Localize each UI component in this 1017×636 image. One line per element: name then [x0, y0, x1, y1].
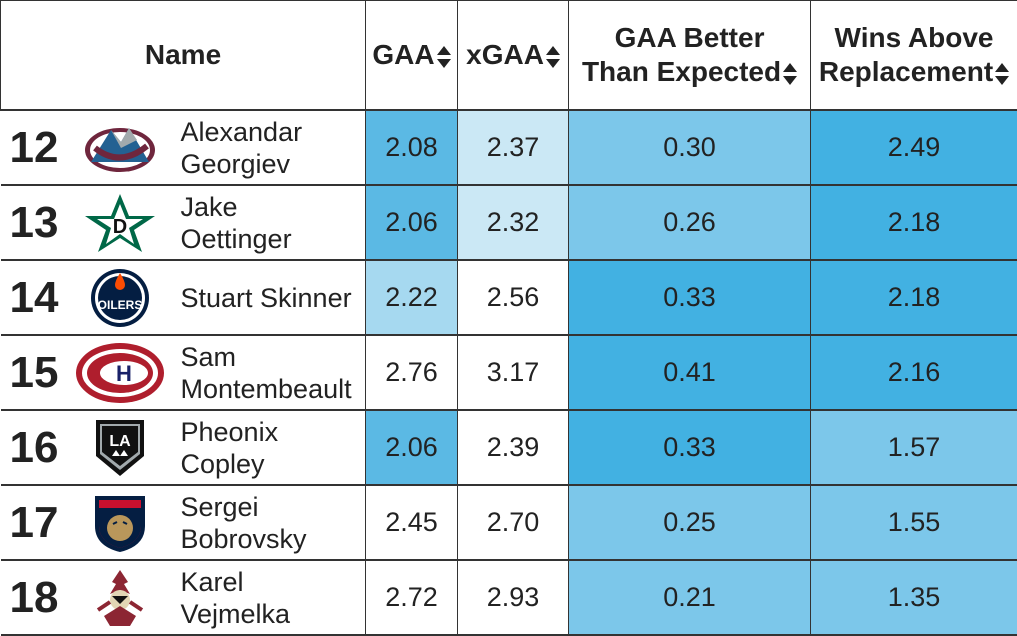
sort-icon[interactable]	[546, 46, 560, 68]
wins-above-replacement-cell: 2.18	[811, 185, 1017, 260]
dallas-stars-logo-icon: D	[70, 192, 170, 254]
sort-icon[interactable]	[995, 63, 1009, 85]
player-last-name: Copley	[181, 448, 366, 480]
team-logo-cell	[70, 560, 170, 635]
wins-above-replacement-cell: 2.18	[811, 260, 1017, 335]
xgaa-cell: 2.70	[458, 485, 569, 560]
column-header-war-line1: Wins Above	[835, 22, 994, 53]
gaa-better-than-expected-cell: 0.25	[569, 485, 811, 560]
rank-cell: 13	[1, 185, 70, 260]
team-logo-cell: D	[70, 185, 170, 260]
rank-cell: 18	[1, 560, 70, 635]
svg-text:H: H	[116, 361, 132, 386]
player-last-name: Montembeault	[181, 373, 366, 405]
gaa-better-than-expected-cell: 0.33	[569, 410, 811, 485]
wins-above-replacement-cell: 2.16	[811, 335, 1017, 410]
gaa-better-than-expected-cell: 0.30	[569, 110, 811, 185]
player-first-name: Karel	[181, 566, 366, 598]
xgaa-cell: 3.17	[458, 335, 569, 410]
table-header: Name GAA xGAA GAA Better Than Expected W…	[1, 1, 1017, 111]
wins-above-replacement-cell: 2.49	[811, 110, 1017, 185]
team-logo-cell: H	[70, 335, 170, 410]
team-logo-cell	[70, 110, 170, 185]
column-header-name: Name	[1, 1, 366, 111]
xgaa-cell: 2.39	[458, 410, 569, 485]
player-last-name: Vejmelka	[181, 598, 366, 630]
rank-cell: 15	[1, 335, 70, 410]
player-first-name: Alexandar	[181, 116, 366, 148]
gaa-cell: 2.06	[366, 185, 458, 260]
montreal-canadiens-logo-icon: H	[70, 341, 170, 405]
sort-icon[interactable]	[783, 63, 797, 85]
gaa-cell: 2.45	[366, 485, 458, 560]
player-first-name: Sam	[181, 341, 366, 373]
gaa-cell: 2.76	[366, 335, 458, 410]
florida-panthers-logo-icon	[70, 492, 170, 554]
gaa-cell: 2.06	[366, 410, 458, 485]
wins-above-replacement-cell: 1.35	[811, 560, 1017, 635]
column-header-gbte-line2: Than Expected	[582, 56, 781, 87]
gaa-better-than-expected-cell: 0.33	[569, 260, 811, 335]
svg-text:LA: LA	[109, 433, 131, 450]
column-header-gaa-better-than-expected[interactable]: GAA Better Than Expected	[569, 1, 811, 111]
gaa-cell: 2.72	[366, 560, 458, 635]
team-logo-cell: OILERS	[70, 260, 170, 335]
wins-above-replacement-cell: 1.55	[811, 485, 1017, 560]
gaa-cell: 2.22	[366, 260, 458, 335]
rank-cell: 17	[1, 485, 70, 560]
gaa-better-than-expected-cell: 0.21	[569, 560, 811, 635]
player-name-cell: Stuart Skinner	[170, 260, 366, 335]
column-header-wins-above-replacement[interactable]: Wins Above Replacement	[811, 1, 1017, 111]
column-header-xgaa-label: xGAA	[466, 39, 544, 70]
player-last-name: Georgiev	[181, 148, 366, 180]
column-header-gaa-label: GAA	[372, 39, 434, 70]
rank-cell: 14	[1, 260, 70, 335]
los-angeles-kings-logo-icon: LA	[70, 416, 170, 480]
player-first-name: Stuart Skinner	[181, 282, 366, 314]
arizona-coyotes-logo-icon	[70, 566, 170, 630]
rank-cell: 12	[1, 110, 70, 185]
wins-above-replacement-cell: 1.57	[811, 410, 1017, 485]
column-header-name-label: Name	[145, 39, 221, 70]
player-last-name: Oettinger	[181, 223, 366, 255]
player-last-name: Bobrovsky	[181, 523, 366, 555]
xgaa-cell: 2.93	[458, 560, 569, 635]
xgaa-cell: 2.32	[458, 185, 569, 260]
gaa-better-than-expected-cell: 0.26	[569, 185, 811, 260]
rank-cell: 16	[1, 410, 70, 485]
svg-text:OILERS: OILERS	[97, 298, 142, 312]
column-header-gaa[interactable]: GAA	[366, 1, 458, 111]
colorado-avalanche-logo-icon	[70, 118, 170, 178]
team-logo-cell: LA	[70, 410, 170, 485]
column-header-gbte-line1: GAA Better	[615, 22, 765, 53]
gaa-better-than-expected-cell: 0.41	[569, 335, 811, 410]
xgaa-cell: 2.56	[458, 260, 569, 335]
player-first-name: Jake	[181, 191, 366, 223]
sort-icon[interactable]	[437, 46, 451, 68]
edmonton-oilers-logo-icon: OILERS	[70, 267, 170, 329]
column-header-xgaa[interactable]: xGAA	[458, 1, 569, 111]
player-first-name: Pheonix	[181, 416, 366, 448]
svg-text:D: D	[112, 216, 126, 238]
team-logo-cell	[70, 485, 170, 560]
xgaa-cell: 2.37	[458, 110, 569, 185]
column-header-war-line2: Replacement	[819, 56, 993, 87]
player-first-name: Sergei	[181, 491, 366, 523]
gaa-cell: 2.08	[366, 110, 458, 185]
